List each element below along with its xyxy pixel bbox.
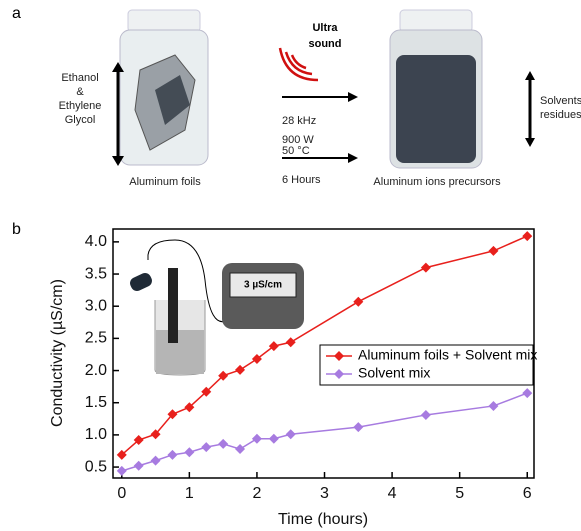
- y-tick-label: 4.0: [85, 233, 107, 250]
- condition: 50 °C: [282, 145, 310, 157]
- left-label: &: [76, 86, 84, 98]
- right-label: Solvents: [540, 95, 581, 107]
- marker: [522, 231, 532, 241]
- inset-label: 3 µS/cm: [244, 280, 282, 291]
- left-label: Ethanol: [61, 72, 98, 84]
- left-label: Ethylene: [59, 100, 102, 112]
- caption: Aluminum ions precursors: [373, 176, 501, 188]
- x-tick-label: 4: [388, 485, 397, 502]
- left-jar: [120, 10, 208, 165]
- marker: [421, 263, 431, 273]
- legend-label: Aluminum foils + Solvent mix: [358, 347, 537, 363]
- marker: [421, 410, 431, 420]
- panel-label: a: [12, 5, 21, 22]
- legend-label: Solvent mix: [358, 365, 430, 381]
- marker: [353, 297, 363, 307]
- marker: [134, 461, 144, 471]
- x-tick-label: 0: [117, 485, 126, 502]
- caption: Aluminum foils: [129, 176, 201, 188]
- sound-label: sound: [309, 38, 342, 50]
- inset: 3 µS/cm: [128, 240, 304, 375]
- y-tick-label: 0.5: [85, 458, 107, 475]
- marker: [201, 442, 211, 452]
- marker: [286, 429, 296, 439]
- condition: 6 Hours: [282, 174, 321, 186]
- series-line: [122, 393, 527, 471]
- marker: [151, 456, 161, 466]
- x-tick-label: 1: [185, 485, 194, 502]
- y-tick-label: 1.0: [85, 426, 107, 443]
- marker: [218, 439, 228, 449]
- sound-waves: [280, 48, 318, 80]
- left-label: Glycol: [65, 114, 96, 126]
- figure: a Ethanol & Ethylene Glycol Ultra sound …: [0, 0, 581, 531]
- x-axis-title: Time (hours): [278, 511, 368, 528]
- marker: [488, 401, 498, 411]
- panel-label: b: [12, 221, 21, 238]
- x-tick-label: 6: [523, 485, 532, 502]
- x-tick-label: 2: [252, 485, 261, 502]
- y-tick-label: 1.5: [85, 394, 107, 411]
- marker: [269, 434, 279, 444]
- y-tick-label: 3.0: [85, 297, 107, 314]
- right-label: residues: [540, 109, 581, 121]
- marker: [488, 246, 498, 256]
- marker: [184, 447, 194, 457]
- y-axis-title: Conductivity (µS/cm): [49, 279, 66, 427]
- marker: [353, 422, 363, 432]
- marker: [235, 365, 245, 375]
- marker: [252, 434, 262, 444]
- marker: [235, 444, 245, 454]
- condition: 28 kHz: [282, 115, 316, 127]
- y-tick-label: 3.5: [85, 265, 107, 282]
- y-tick-label: 2.0: [85, 362, 107, 379]
- sound-label: Ultra: [312, 22, 338, 34]
- right-jar: [390, 10, 482, 168]
- marker: [167, 450, 177, 460]
- marker: [286, 337, 296, 347]
- marker: [522, 388, 532, 398]
- x-tick-label: 5: [455, 485, 464, 502]
- x-tick-label: 3: [320, 485, 329, 502]
- y-tick-label: 2.5: [85, 330, 107, 347]
